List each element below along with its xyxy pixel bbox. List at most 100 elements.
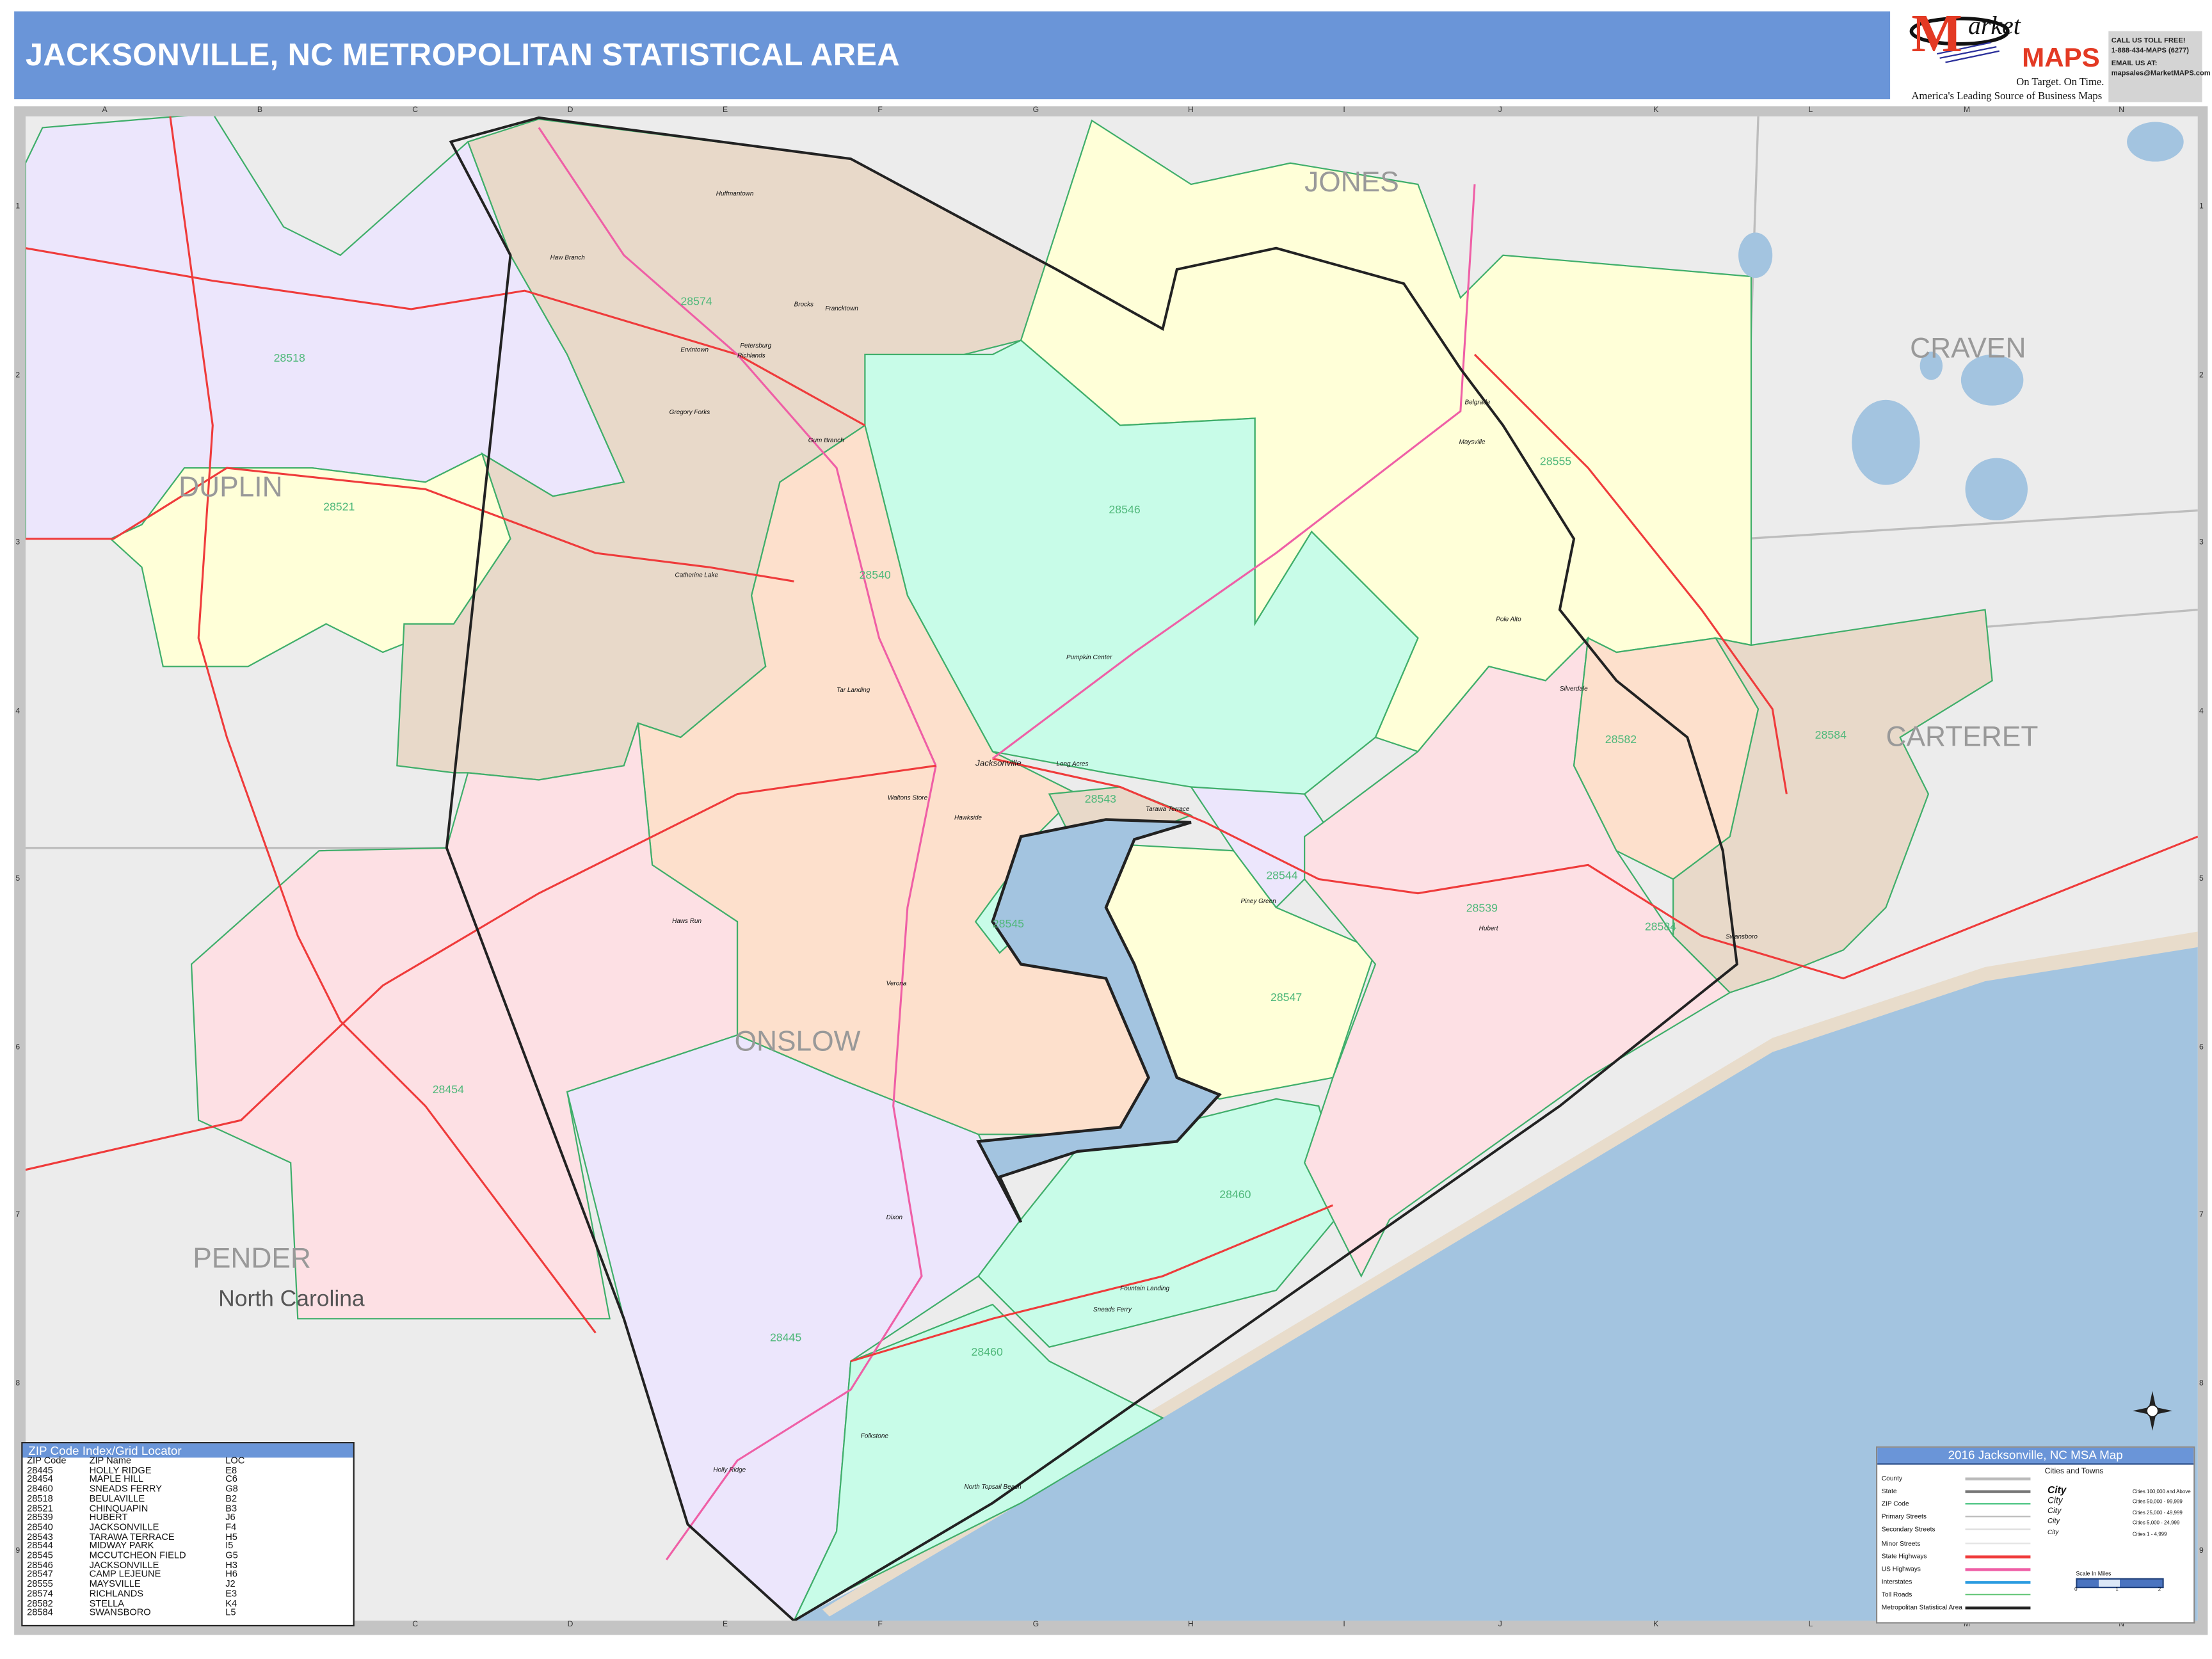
zip-index-row[interactable]: 28518 BEULAVILLE B2 bbox=[27, 1494, 237, 1505]
zip-index-title: ZIP Code Index/Grid Locator bbox=[22, 1443, 353, 1458]
legend-line-swatch bbox=[1965, 1542, 2031, 1543]
zip-index-row[interactable]: 28574 RICHLANDS E3 bbox=[27, 1589, 237, 1599]
grid-column-label: N bbox=[2119, 106, 2125, 115]
place-label: Belgrade bbox=[1464, 399, 1490, 406]
zip-index-row[interactable]: 28445 HOLLY RIDGE E8 bbox=[27, 1466, 237, 1476]
grid-column-label: L bbox=[1808, 1621, 1813, 1630]
grid-column-label: B bbox=[257, 106, 262, 115]
grid-row-label: 3 bbox=[2199, 538, 2204, 548]
legend-title: 2016 Jacksonville, NC MSA Map bbox=[1877, 1447, 2194, 1465]
zip-index-row[interactable]: 28546 JACKSONVILLE H3 bbox=[27, 1560, 237, 1571]
grid-column-label: G bbox=[1032, 106, 1039, 115]
place-label: Maysville bbox=[1459, 438, 1486, 445]
zip-index-row[interactable]: 28543 TARAWA TERRACE H5 bbox=[27, 1532, 237, 1543]
city-size-sample: City bbox=[2048, 1528, 2059, 1535]
zip-zones bbox=[25, 116, 1993, 1621]
place-label: Sneads Ferry bbox=[1093, 1306, 1132, 1313]
grid-column-label: G bbox=[1032, 1621, 1039, 1630]
legend-line-swatch bbox=[1965, 1580, 2031, 1584]
place-label: North Topsail Beach bbox=[964, 1484, 1022, 1491]
zip-index-row[interactable]: 28544 MIDWAY PARK I5 bbox=[27, 1541, 234, 1552]
place-label: Haws Run bbox=[672, 918, 701, 925]
grid-column-label: A bbox=[102, 106, 108, 115]
grid-column-label: I bbox=[1343, 1621, 1345, 1630]
grid-column-label: L bbox=[1808, 106, 1813, 115]
county-label: CARTERET bbox=[1886, 721, 2038, 752]
page-title: JACKSONVILLE, NC METROPOLITAN STATISTICA… bbox=[25, 36, 901, 72]
legend-item: State Highways bbox=[1881, 1551, 1927, 1560]
city-size-class: Cities 25,000 - 49,999 bbox=[2132, 1509, 2183, 1516]
legend-line-swatch bbox=[1965, 1529, 2031, 1530]
contact-box: CALL US TOLL FREE! 1-888-434-MAPS (6277)… bbox=[2108, 31, 2211, 102]
zip-label: 28584 bbox=[1645, 920, 1676, 933]
grid-column-label: F bbox=[878, 106, 883, 115]
grid-row-label: 5 bbox=[15, 874, 20, 884]
grid-column-label: K bbox=[1653, 1621, 1659, 1630]
grid-row-label: 8 bbox=[15, 1379, 20, 1388]
place-label: Catherine Lake bbox=[675, 572, 719, 579]
place-label: Jacksonville bbox=[975, 758, 1022, 767]
zip-label: 28540 bbox=[860, 568, 891, 581]
map-canvas[interactable]: JONES CRAVEN DUPLIN CARTERET ONSLOW PENDER No… bbox=[25, 116, 2198, 1621]
grid-row-label: 9 bbox=[15, 1546, 20, 1556]
place-label: Francktown bbox=[825, 305, 858, 312]
place-label: Hubert bbox=[1479, 925, 1499, 932]
place-label: Haw Branch bbox=[550, 254, 586, 261]
zip-index-row[interactable]: 28584 SWANSBORO L5 bbox=[27, 1608, 236, 1619]
legend-item: US Highways bbox=[1881, 1565, 1921, 1573]
county-label: ONSLOW bbox=[735, 1026, 861, 1057]
state-highway-west bbox=[25, 467, 794, 582]
zip-index-row[interactable]: 28454 MAPLE HILL C6 bbox=[27, 1475, 237, 1486]
zip-label: 28544 bbox=[1266, 869, 1297, 882]
grid-column-label: D bbox=[567, 106, 573, 115]
place-label: Fountain Landing bbox=[1120, 1285, 1169, 1292]
legend-item: Minor Streets bbox=[1881, 1539, 1921, 1546]
header-bar: JACKSONVILLE, NC METROPOLITAN STATISTICA… bbox=[14, 11, 1891, 100]
city-size-sample: City bbox=[2048, 1517, 2060, 1527]
place-label: Holly Ridge bbox=[713, 1467, 746, 1474]
zip-label: 28582 bbox=[1605, 733, 1637, 746]
us-17-north-highway bbox=[991, 184, 1476, 760]
grid-row-label: 4 bbox=[15, 707, 20, 716]
place-label: Piney Green bbox=[1240, 898, 1276, 905]
zip-index-row[interactable]: 28545 MCCUTCHEON FIELD G5 bbox=[27, 1551, 238, 1562]
city-size-class: Cities 50,000 - 99,999 bbox=[2132, 1499, 2183, 1505]
contact-email[interactable]: mapsales@MarketMAPS.com bbox=[2111, 68, 2211, 77]
zip-label: 28460 bbox=[972, 1345, 1003, 1358]
grid-column-label: M bbox=[1963, 1621, 1971, 1630]
lakes bbox=[1738, 122, 2184, 521]
market-maps-logo: M arket MAPS On Target. On Time. America… bbox=[1895, 6, 2107, 105]
city-size-sample: City bbox=[2048, 1507, 2062, 1516]
zip-area-28460-south bbox=[793, 1303, 1164, 1621]
grid-column-label: H bbox=[1188, 1621, 1194, 1630]
atlantic-ocean bbox=[794, 943, 2198, 1621]
grid-row-label: 9 bbox=[2199, 1546, 2204, 1556]
grid-row-label: 3 bbox=[15, 538, 20, 548]
zip-label: 28521 bbox=[323, 501, 355, 513]
grid-column-label: C bbox=[412, 1621, 419, 1630]
county-label: JONES bbox=[1304, 166, 1399, 198]
zip-index-row[interactable]: 28547 CAMP LEJEUNE H6 bbox=[27, 1570, 237, 1580]
place-label: Ervintown bbox=[680, 346, 709, 353]
state-label: North Carolina bbox=[218, 1285, 365, 1311]
legend-line-swatch bbox=[1965, 1607, 2031, 1610]
place-label: Richlands bbox=[737, 352, 765, 359]
legend-line-swatch bbox=[1965, 1503, 2031, 1505]
us-258-highway bbox=[538, 127, 937, 766]
zip-label: 28555 bbox=[1540, 455, 1571, 468]
nc-53-highway bbox=[25, 764, 936, 1171]
zip-index-row[interactable]: 28460 SNEADS FERRY G8 bbox=[27, 1484, 238, 1495]
place-label: Tar Landing bbox=[837, 687, 870, 694]
grid-column-label: E bbox=[722, 106, 728, 115]
zip-label: 28545 bbox=[993, 917, 1024, 930]
zip-index-row[interactable]: 28521 CHINQUAPIN B3 bbox=[27, 1503, 237, 1514]
zip-index-row[interactable]: 28582 STELLA K4 bbox=[27, 1598, 237, 1609]
zip-area-28584 bbox=[1672, 609, 1993, 994]
logo-swoosh-icon bbox=[1909, 17, 2010, 63]
zip-index-row[interactable]: 28555 MAYSVILLE J2 bbox=[27, 1580, 236, 1590]
place-label: Waltons Store bbox=[888, 794, 928, 801]
zip-index-row[interactable]: 28540 JACKSONVILLE F4 bbox=[27, 1523, 237, 1533]
legend-item: Metropolitan Statistical Area bbox=[1881, 1603, 1962, 1611]
grid-column-label: H bbox=[1188, 106, 1194, 115]
zip-index-row[interactable]: 28539 HUBERT J6 bbox=[27, 1513, 236, 1523]
